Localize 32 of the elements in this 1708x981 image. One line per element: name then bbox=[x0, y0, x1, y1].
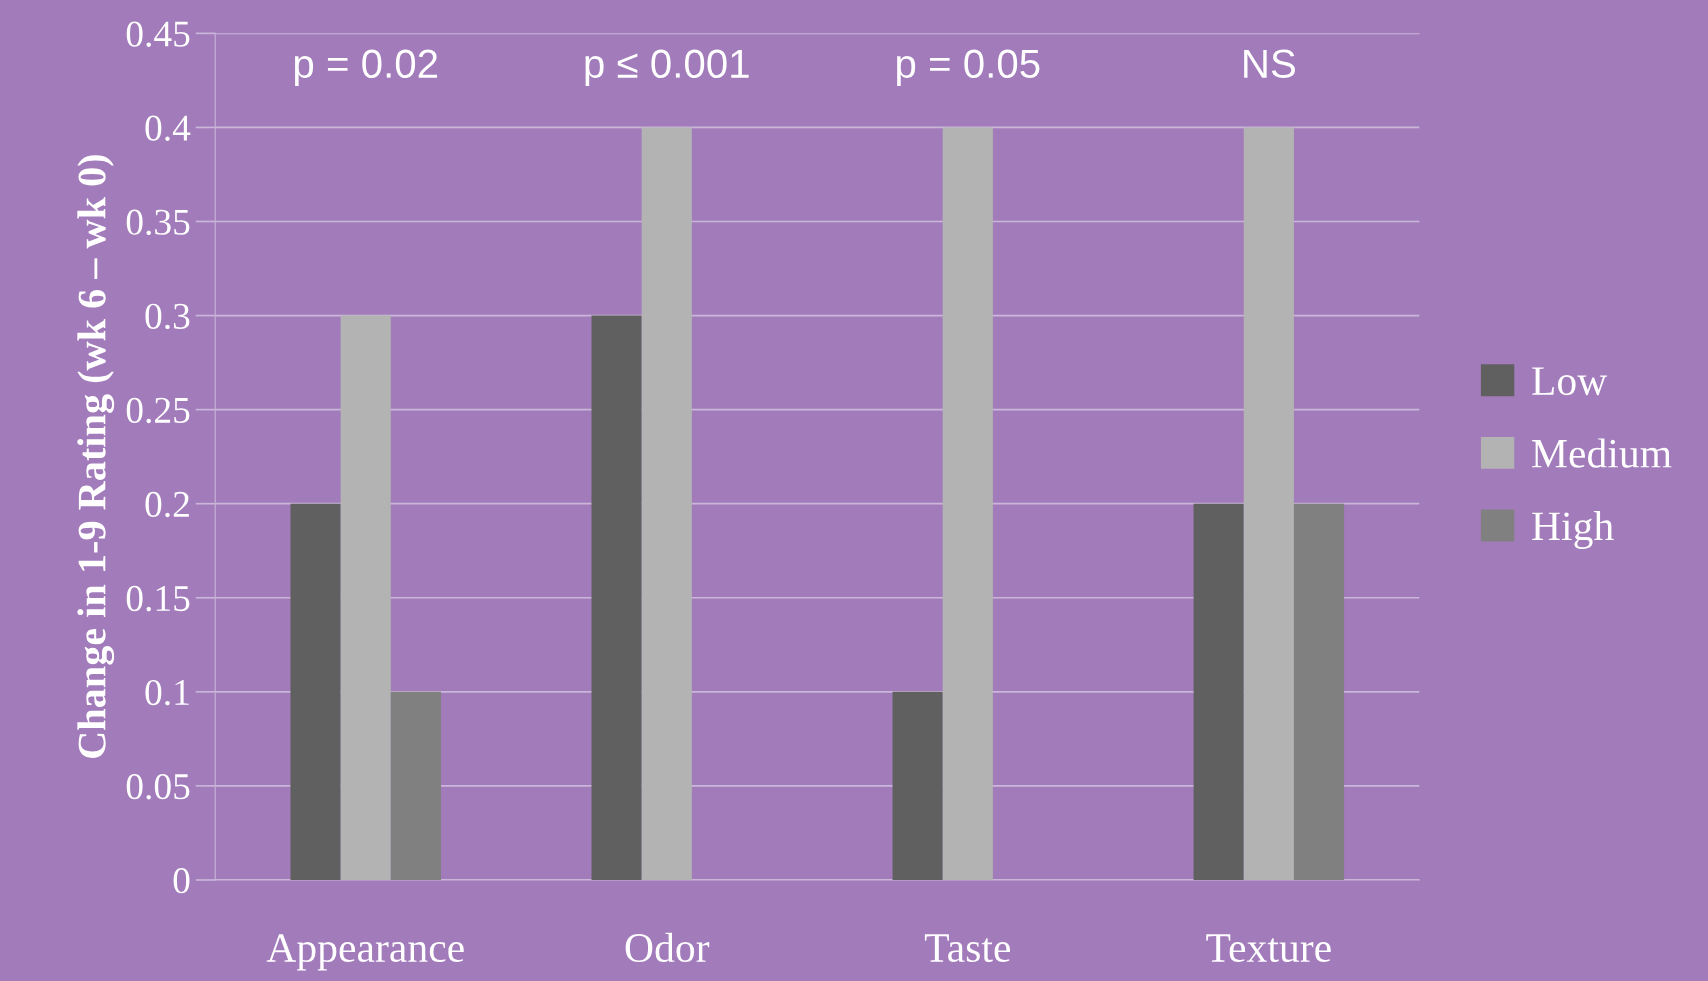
bar bbox=[1193, 503, 1244, 880]
x-tick-label: Texture bbox=[1206, 934, 1331, 963]
x-tick-label: Taste bbox=[924, 934, 1011, 963]
y-tick-label: 0.35 bbox=[126, 209, 190, 236]
bar bbox=[1293, 503, 1345, 880]
bar bbox=[390, 691, 441, 880]
annotation: p = 0.05 bbox=[897, 49, 1040, 86]
y-tick-label: 0.15 bbox=[126, 585, 190, 612]
y-tick-label: 0.25 bbox=[126, 397, 190, 424]
x-tick-label: Odor bbox=[625, 932, 710, 963]
y-tick-label: 0.45 bbox=[126, 21, 190, 47]
annotation: NS bbox=[1244, 49, 1295, 79]
annotation: p ≤ 0.001 bbox=[585, 49, 749, 86]
bar bbox=[340, 315, 391, 880]
y-tick-label: 0.3 bbox=[145, 303, 190, 330]
y-tick-label: 0.1 bbox=[145, 679, 189, 706]
y-tick-label: 0.05 bbox=[126, 773, 190, 800]
bar bbox=[290, 503, 341, 880]
bar bbox=[641, 127, 692, 880]
y-tick-label: 0 bbox=[173, 868, 190, 894]
bar bbox=[892, 691, 943, 880]
y-tick-label: 0.4 bbox=[145, 115, 191, 141]
y-axis-title: Change in 1-9 Rating (wk 6 – wk 0) bbox=[77, 155, 115, 758]
bar bbox=[591, 315, 642, 880]
legend-label: High bbox=[1532, 511, 1614, 549]
x-tick-label: Appearance bbox=[266, 934, 464, 971]
bar bbox=[1243, 127, 1294, 880]
annotation: p = 0.02 bbox=[294, 49, 438, 86]
y-tick-label: 0.2 bbox=[145, 491, 189, 518]
legend-label: Medium bbox=[1532, 438, 1672, 468]
legend-label: Low bbox=[1532, 367, 1608, 396]
bar bbox=[942, 127, 993, 880]
